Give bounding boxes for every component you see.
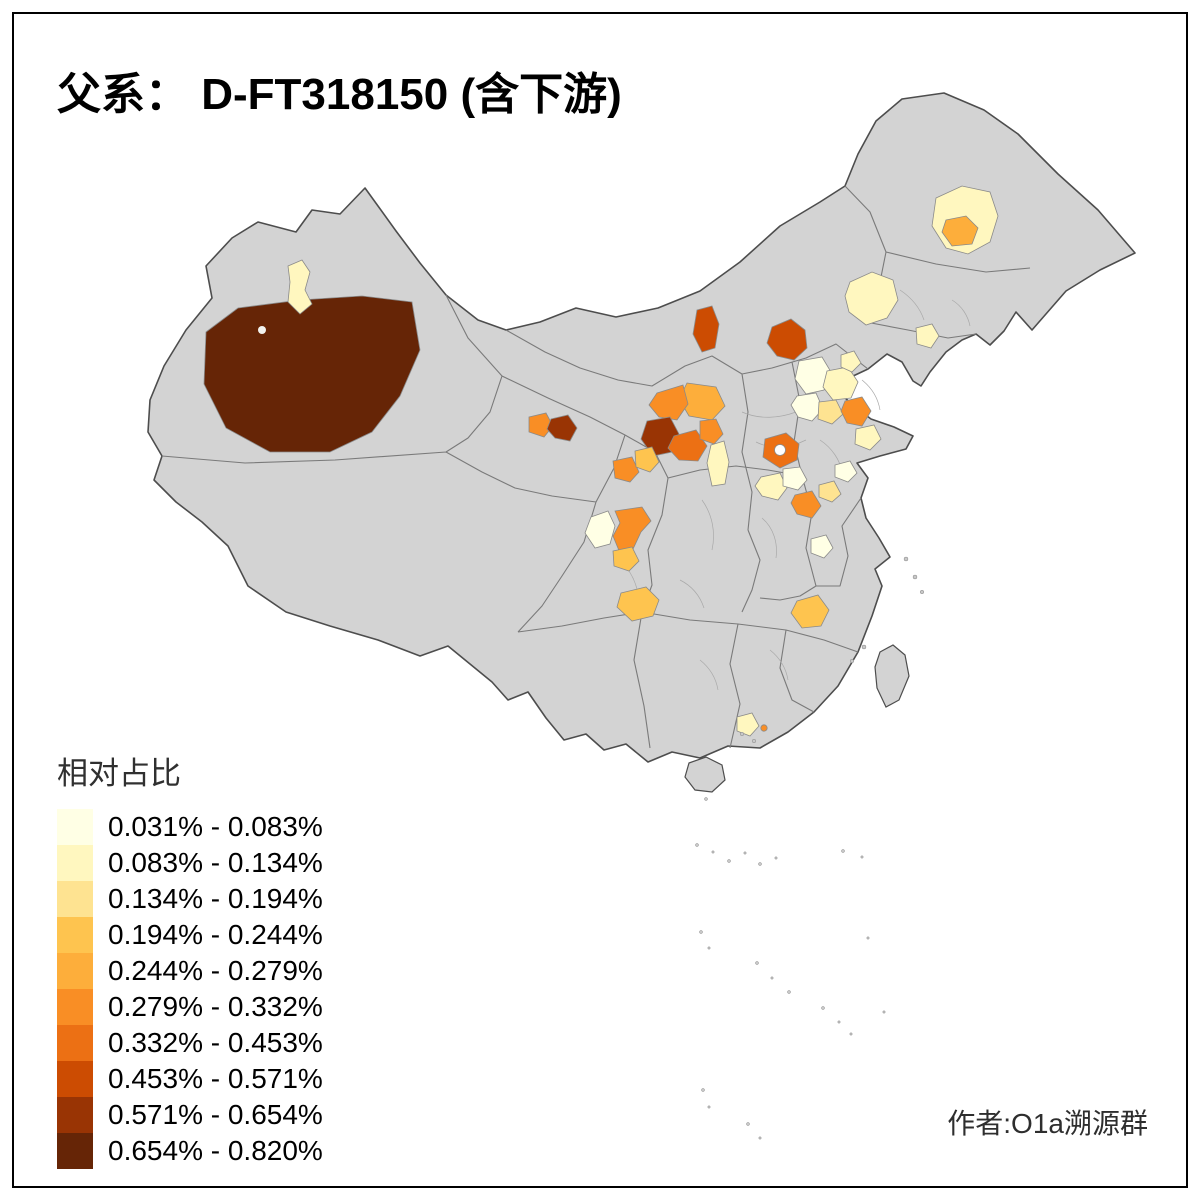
- legend-swatch: [57, 1097, 93, 1133]
- map-region: [782, 466, 808, 491]
- map-region: [667, 429, 708, 462]
- map-region: [915, 323, 940, 349]
- legend-bin: 0.083% - 0.134%: [57, 845, 323, 881]
- map-region: [287, 259, 313, 315]
- legend-bin: 0.244% - 0.279%: [57, 953, 323, 989]
- legend-swatch: [57, 917, 93, 953]
- map-region: [790, 392, 824, 422]
- mainland-outline: [147, 92, 1136, 763]
- map-region: [754, 472, 788, 501]
- map-region: [546, 414, 578, 442]
- map-region: [736, 712, 760, 737]
- map-title: 父系： D-FT318150 (含下游): [57, 70, 622, 119]
- map-region: [834, 460, 858, 483]
- legend: 相对占比 0.031% - 0.083% 0.083% - 0.134% 0.134…: [57, 748, 323, 1169]
- hainan-island: [684, 756, 726, 793]
- legend-bin-label: 0.194% - 0.244%: [108, 919, 323, 950]
- map-region: [854, 424, 882, 451]
- legend-swatch: [57, 809, 93, 845]
- map-region: [699, 418, 724, 445]
- legend-swatch: [57, 845, 93, 881]
- legend-bin-label: 0.453% - 0.571%: [108, 1063, 323, 1094]
- legend-swatch: [57, 953, 93, 989]
- map-region: [706, 440, 730, 487]
- map-region: [616, 586, 660, 622]
- map-region: [840, 350, 862, 373]
- map-region: [794, 356, 832, 395]
- legend-bin: 0.279% - 0.332%: [57, 989, 323, 1025]
- map-region: [774, 444, 786, 456]
- colored-regions-layer: [203, 185, 999, 737]
- enclave-dot: [258, 326, 266, 334]
- legend-bin-label: 0.134% - 0.194%: [108, 883, 323, 914]
- map-region: [584, 510, 616, 549]
- legend-bin: 0.453% - 0.571%: [57, 1061, 323, 1097]
- legend-bin: 0.332% - 0.453%: [57, 1025, 323, 1061]
- legend-bin-label: 0.654% - 0.820%: [108, 1135, 323, 1166]
- legend-bin-label: 0.031% - 0.083%: [108, 811, 323, 842]
- legend-bin-label: 0.571% - 0.654%: [108, 1099, 323, 1130]
- legend-bin: 0.134% - 0.194%: [57, 881, 323, 917]
- legend-bin-label: 0.083% - 0.134%: [108, 847, 323, 878]
- map-region: [692, 305, 720, 353]
- map-region: [634, 446, 660, 473]
- attribution: 作者:O1a溯源群: [947, 1108, 1148, 1139]
- legend-swatch: [57, 1061, 93, 1097]
- map-region: [760, 724, 768, 732]
- legend-title: 相对占比: [57, 756, 181, 791]
- map-region: [790, 490, 822, 519]
- map-region: [810, 534, 834, 559]
- legend-swatch: [57, 989, 93, 1025]
- legend-bin: 0.031% - 0.083%: [57, 809, 323, 845]
- legend-bin: 0.194% - 0.244%: [57, 917, 323, 953]
- map-region: [612, 546, 640, 572]
- legend-bin: 0.571% - 0.654%: [57, 1097, 323, 1133]
- map-region: [840, 396, 872, 427]
- legend-bin-label: 0.279% - 0.332%: [108, 991, 323, 1022]
- legend-bin-label: 0.332% - 0.453%: [108, 1027, 323, 1058]
- taiwan-island: [874, 644, 910, 708]
- legend-swatch: [57, 1025, 93, 1061]
- legend-rows: 0.031% - 0.083% 0.083% - 0.134% 0.134% - 0…: [57, 809, 323, 1169]
- legend-bin: 0.654% - 0.820%: [57, 1133, 323, 1169]
- map-region: [790, 594, 830, 629]
- map-region: [844, 271, 899, 326]
- map-region: [941, 215, 979, 247]
- map-region: [766, 318, 808, 361]
- map-region: [612, 456, 640, 483]
- south-sea-islands: [695, 556, 925, 1140]
- legend-swatch: [57, 1133, 93, 1169]
- map-region: [648, 384, 689, 421]
- map-region: [817, 399, 844, 425]
- map-region: [818, 480, 842, 503]
- map-region: [528, 412, 554, 438]
- legend-bin-label: 0.244% - 0.279%: [108, 955, 323, 986]
- legend-swatch: [57, 881, 93, 917]
